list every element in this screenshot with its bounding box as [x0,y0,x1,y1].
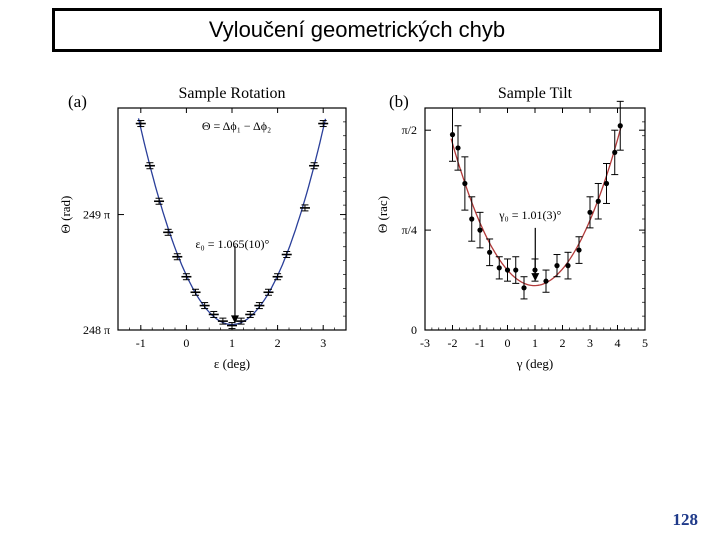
data-point [565,263,571,269]
data-point [576,247,582,253]
fit-curve [450,124,623,287]
data-point [469,216,475,222]
data-point [587,209,593,215]
x-tick-label: -3 [420,336,430,350]
x-tick-label: 4 [615,336,621,350]
x-tick-label: 1 [229,336,235,350]
data-point [504,267,511,273]
x-axis-label: ε (deg) [214,356,250,371]
minimum-annotation: γ₀ = 1.01(3)° [498,208,561,222]
x-tick-label: 3 [587,336,593,350]
x-tick-label: 0 [183,336,189,350]
y-tick-label: 0 [411,323,417,337]
chart-title: Sample Rotation [178,85,285,102]
y-tick-label: 248 π [83,323,110,337]
y-tick-label: π/4 [402,223,417,237]
y-tick-label: 249 π [83,208,110,222]
data-point [513,267,519,273]
arrow-head [230,315,239,324]
chart-sample-rotation: Sample Rotation -1 0 1 2 3 248 π 249 π ε (deg) Θ … [58,85,347,371]
y-tick-label: π/2 [402,123,417,137]
data-point [496,265,502,271]
minimum-annotation: ε₀ = 1.065(10)° [196,237,270,251]
panel-b-label: (b) [389,92,409,111]
data-point [612,149,618,155]
panel-a-label: (a) [68,92,87,111]
x-tick-label: -2 [448,336,458,350]
x-axis-label: γ (deg) [516,356,553,371]
data-point [521,285,527,291]
data-point [617,123,623,129]
x-tick-label: 3 [320,336,326,350]
x-tick-label: 1 [532,336,538,350]
x-tick-label: 0 [505,336,511,350]
page-number: 128 [672,510,699,529]
chart-sample-tilt: Sample Tilt -3 -2 -1 0 1 2 3 4 5 0 π/4 π/2 γ (deg) Θ (… [375,85,648,371]
x-tick-label: 5 [642,336,648,350]
y-axis-label: Θ (rac) [375,196,390,233]
arrow-head [531,273,540,282]
data-point [462,180,468,187]
x-tick-label: -1 [136,336,146,350]
x-tick-label: -1 [475,336,485,350]
data-point [487,249,493,255]
slide-title: Vyloučení geometrických chyb [52,8,662,52]
data-point [477,227,483,233]
x-tick-label: 2 [560,336,566,350]
data-point [449,132,456,138]
x-tick-label: 2 [275,336,281,350]
chart-title: Sample Tilt [498,85,573,102]
data-point [455,145,461,151]
data-point [603,180,610,187]
data-point [595,198,601,204]
y-axis-label: Θ (rad) [58,196,73,234]
data-point [554,263,560,269]
formula-annotation: Θ = Δϕ₁ − Δϕ₂ [202,119,271,133]
data-point [543,278,549,284]
